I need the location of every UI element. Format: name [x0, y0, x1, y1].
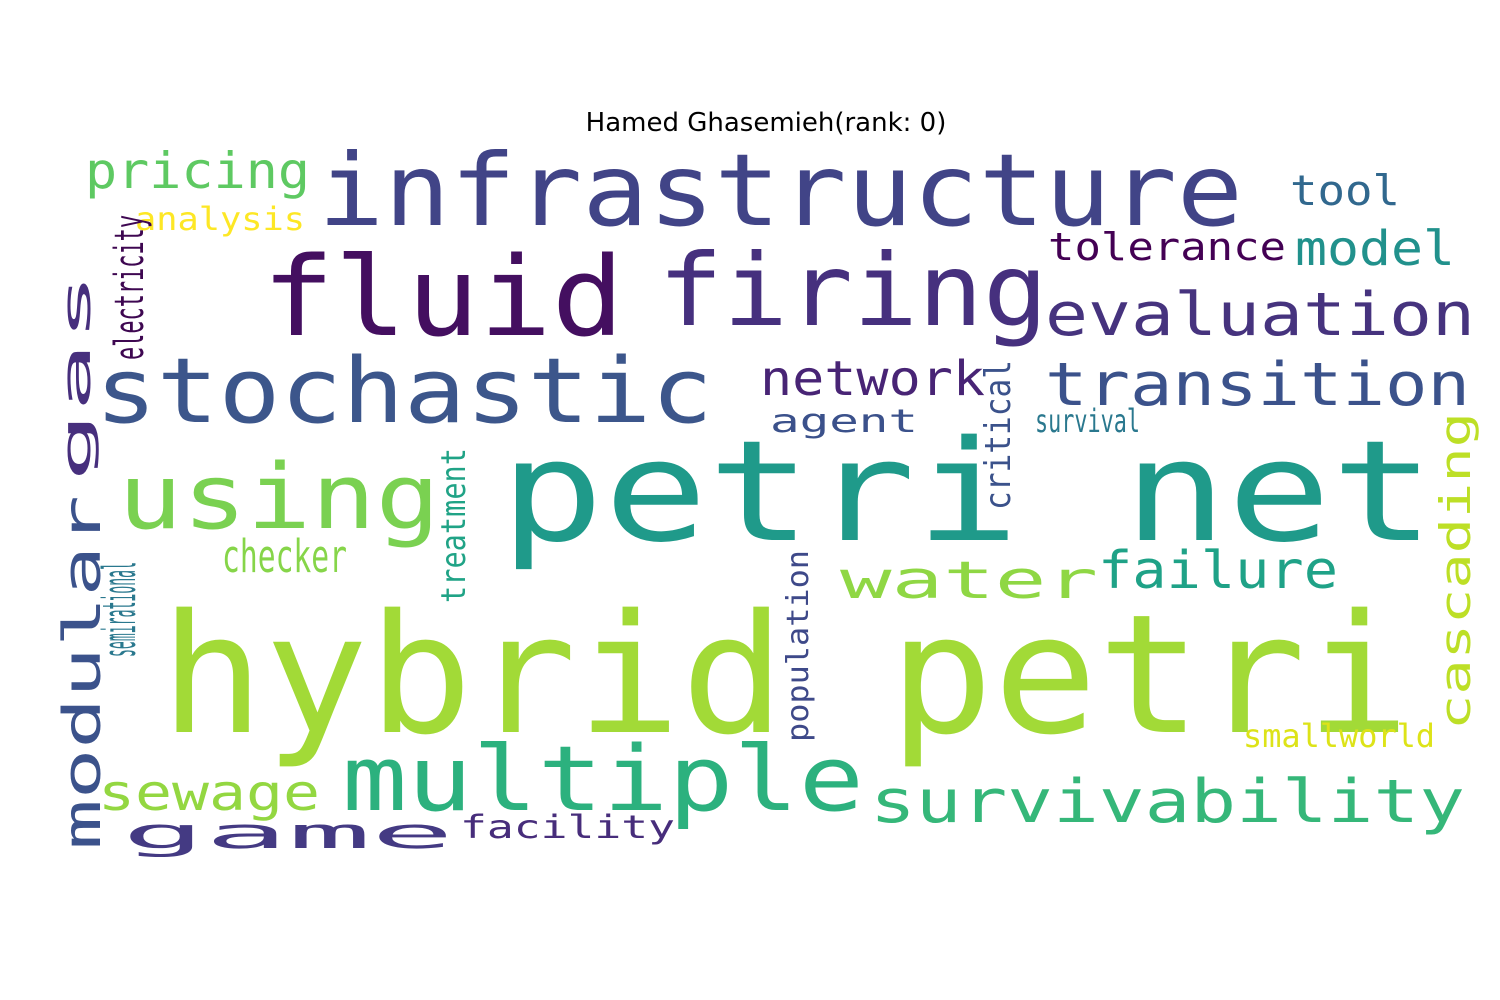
- word-petri-net: petri net: [500, 411, 1435, 574]
- word-agent: agent: [770, 402, 918, 440]
- word-evaluation: evaluation: [1045, 280, 1475, 350]
- word-gas: gas: [54, 272, 100, 482]
- word-survivability: survivability: [870, 767, 1465, 837]
- word-using: using: [118, 445, 440, 550]
- word-tolerance: tolerance: [1048, 225, 1286, 269]
- word-modular: modular: [53, 495, 113, 850]
- word-treatment: treatment: [434, 448, 474, 603]
- word-failure: failure: [1098, 541, 1338, 601]
- word-checker: checker: [222, 530, 347, 583]
- word-model: model: [1295, 221, 1455, 277]
- word-water: water: [840, 551, 1098, 611]
- word-semirational: semirational: [93, 562, 146, 657]
- word-analysis: analysis: [135, 200, 305, 238]
- word-facility: facility: [460, 808, 675, 846]
- page-title: Hamed Ghasemieh(rank: 0): [585, 108, 947, 138]
- word-multiple: multiple: [342, 727, 864, 832]
- word-survival: survival: [1035, 402, 1140, 440]
- word-transition: transition: [1045, 350, 1470, 420]
- word-electricity: electricity: [107, 215, 153, 360]
- word-fluid: fluid: [262, 233, 624, 361]
- word-stochastic: stochastic: [95, 339, 713, 444]
- word-smallworld: smallworld: [1243, 717, 1435, 755]
- word-critical: critical: [978, 360, 1019, 510]
- word-game: game: [122, 809, 454, 858]
- word-pricing: pricing: [85, 142, 310, 200]
- word-population: population: [781, 550, 816, 742]
- word-tool: tool: [1290, 166, 1400, 215]
- word-sewage: sewage: [98, 764, 320, 822]
- word-hybrid-petri: hybrid petri: [160, 579, 1410, 771]
- word-infrastructure: infrastructure: [318, 132, 1243, 249]
- word-network: network: [760, 351, 985, 407]
- word-cascading: cascading: [1431, 412, 1480, 730]
- word-firing: firing: [658, 232, 1048, 349]
